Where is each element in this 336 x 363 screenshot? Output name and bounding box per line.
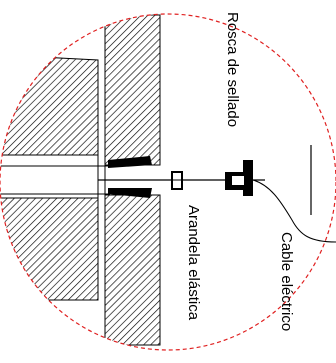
label-electric-cable: Cable eléctrico — [278, 232, 295, 331]
left-body-lower — [0, 197, 99, 301]
label-sealing-thread: Rosca de sellado — [224, 12, 241, 127]
center-block-upper — [104, 14, 161, 166]
left-body-upper — [0, 54, 99, 156]
seal-strip-lower — [108, 188, 152, 198]
sealing-thread-fitting — [225, 160, 253, 196]
label-elastic-washer: Arandela elástica — [185, 205, 202, 321]
seal-strip-upper — [108, 156, 152, 168]
cable-bend — [252, 179, 336, 243]
detail-boundary-circle — [0, 13, 336, 351]
center-block-lower — [104, 194, 161, 346]
